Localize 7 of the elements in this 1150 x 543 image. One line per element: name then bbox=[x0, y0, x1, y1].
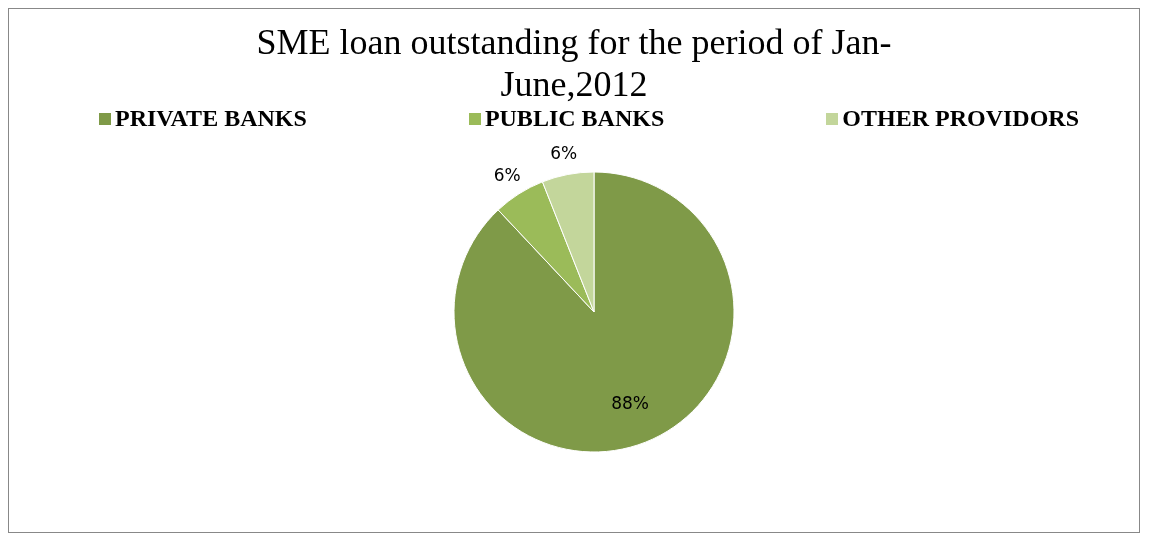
data-label: 88% bbox=[611, 393, 649, 414]
chart-title: SME loan outstanding for the period of Jan-June,2012 bbox=[255, 21, 893, 105]
legend-label: PRIVATE BANKS bbox=[115, 105, 307, 132]
data-label: 6% bbox=[550, 142, 578, 163]
legend-label: PUBLIC BANKS bbox=[484, 105, 665, 132]
legend-label: OTHER PROVIDORS bbox=[842, 105, 1079, 132]
data-label: 6% bbox=[493, 165, 521, 186]
